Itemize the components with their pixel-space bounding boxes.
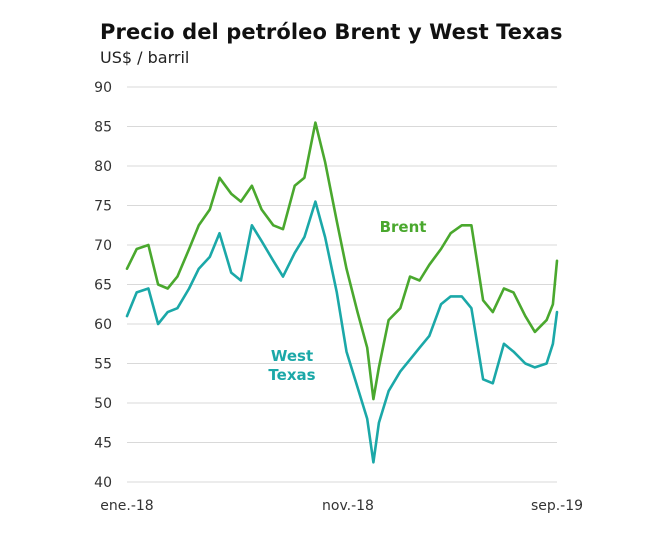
y-tick-label: 60 bbox=[94, 317, 112, 333]
series-line-west-texas bbox=[125, 200, 559, 464]
y-tick-label: 70 bbox=[94, 238, 112, 254]
y-tick-label: 65 bbox=[94, 278, 112, 294]
y-tick-label: 40 bbox=[94, 475, 112, 491]
x-axis-ticks: ene.-18 nov.-18 sep.-19 bbox=[100, 498, 583, 514]
y-tick-label: 90 bbox=[94, 80, 112, 96]
y-tick-label: 45 bbox=[94, 436, 112, 452]
x-tick-label: ene.-18 bbox=[100, 498, 153, 514]
west-texas-label: West bbox=[271, 347, 313, 365]
y-tick-label: 55 bbox=[94, 357, 112, 373]
y-tick-label: 80 bbox=[94, 159, 112, 175]
west-texas-label-line2: Texas bbox=[268, 366, 315, 384]
y-tick-label: 85 bbox=[94, 120, 112, 136]
y-axis-unit: US$ / barril bbox=[100, 48, 190, 67]
x-tick-label: nov.-18 bbox=[322, 498, 374, 514]
series-lines bbox=[125, 121, 559, 464]
x-tick-label: sep.-19 bbox=[531, 498, 583, 514]
brent-label: Brent bbox=[380, 218, 427, 236]
y-axis-ticks: 40 45 50 55 60 65 70 75 80 85 90 bbox=[94, 80, 112, 491]
chart-title: Precio del petróleo Brent y West Texas bbox=[100, 20, 563, 44]
y-tick-label: 75 bbox=[94, 199, 112, 215]
series-line-brent bbox=[125, 121, 559, 401]
y-tick-label: 50 bbox=[94, 396, 112, 412]
